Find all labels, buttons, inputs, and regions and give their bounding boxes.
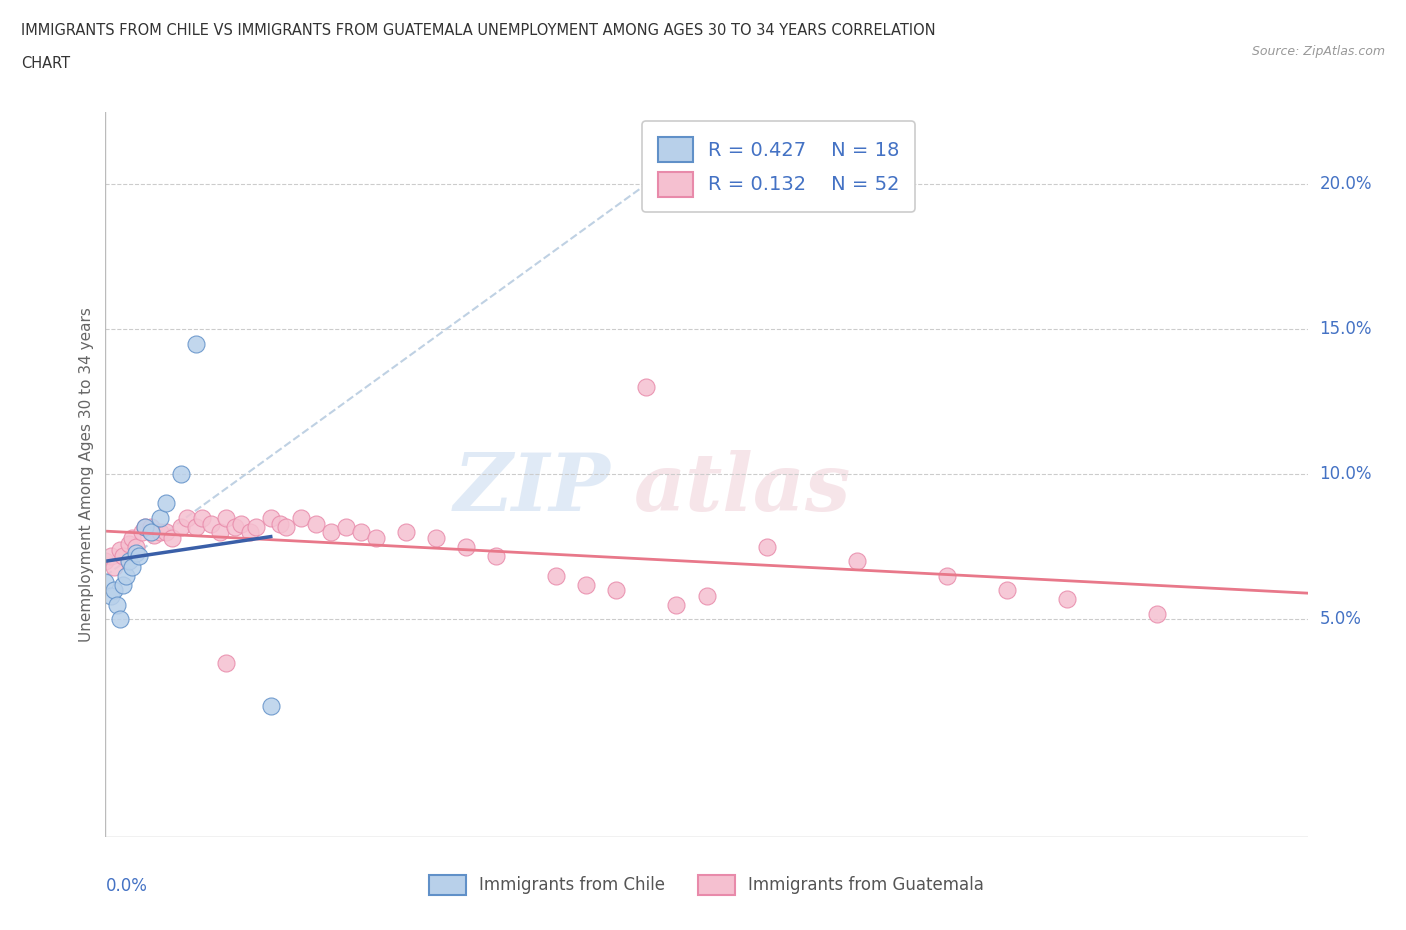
Point xyxy=(636,379,658,394)
Point xyxy=(665,597,688,612)
Point xyxy=(121,560,143,575)
Point xyxy=(546,568,568,583)
Point xyxy=(110,612,132,627)
Point xyxy=(260,699,283,714)
Point xyxy=(696,589,718,604)
Point xyxy=(425,531,447,546)
Point xyxy=(290,511,312,525)
Text: 0.0%: 0.0% xyxy=(105,877,148,895)
Point xyxy=(184,519,207,534)
Point xyxy=(160,531,183,546)
Point xyxy=(100,548,122,563)
Point xyxy=(605,583,627,598)
Point xyxy=(245,519,267,534)
Point xyxy=(155,525,177,539)
Point xyxy=(112,578,135,592)
Point xyxy=(936,568,959,583)
Point xyxy=(305,516,328,531)
Point xyxy=(1146,606,1168,621)
Point xyxy=(134,519,156,534)
Point xyxy=(319,525,342,539)
Point xyxy=(260,511,283,525)
Point xyxy=(350,525,373,539)
Text: 15.0%: 15.0% xyxy=(1320,320,1372,339)
Point xyxy=(94,574,117,589)
Point xyxy=(184,337,207,352)
Point xyxy=(845,554,868,569)
Point xyxy=(107,597,129,612)
Point xyxy=(169,467,191,482)
Point xyxy=(103,560,125,575)
Point xyxy=(200,516,222,531)
Point xyxy=(176,511,198,525)
Point xyxy=(239,525,262,539)
Point xyxy=(131,525,153,539)
Point xyxy=(485,548,508,563)
Point xyxy=(121,531,143,546)
Text: Source: ZipAtlas.com: Source: ZipAtlas.com xyxy=(1251,45,1385,58)
Point xyxy=(103,583,125,598)
Point xyxy=(214,656,236,671)
Point xyxy=(142,528,165,543)
Point xyxy=(148,525,170,539)
Point xyxy=(134,519,156,534)
Point xyxy=(269,516,291,531)
Point xyxy=(112,548,135,563)
Legend: Immigrants from Chile, Immigrants from Guatemala: Immigrants from Chile, Immigrants from G… xyxy=(422,869,991,901)
Point xyxy=(190,511,212,525)
Point xyxy=(148,511,170,525)
Point xyxy=(208,525,231,539)
Point xyxy=(155,496,177,511)
Point xyxy=(124,539,146,554)
Point xyxy=(364,531,387,546)
Point xyxy=(118,554,141,569)
Point xyxy=(94,554,117,569)
Point xyxy=(224,519,246,534)
Point xyxy=(124,545,146,560)
Point xyxy=(139,525,162,539)
Point xyxy=(755,539,778,554)
Point xyxy=(110,542,132,557)
Point xyxy=(1056,591,1078,606)
Point xyxy=(128,548,150,563)
Text: ZIP: ZIP xyxy=(454,450,610,527)
Point xyxy=(214,511,236,525)
Text: IMMIGRANTS FROM CHILE VS IMMIGRANTS FROM GUATEMALA UNEMPLOYMENT AMONG AGES 30 TO: IMMIGRANTS FROM CHILE VS IMMIGRANTS FROM… xyxy=(21,23,936,38)
Text: CHART: CHART xyxy=(21,56,70,71)
Point xyxy=(274,519,297,534)
Point xyxy=(100,589,122,604)
Point xyxy=(395,525,418,539)
Text: 5.0%: 5.0% xyxy=(1320,610,1361,629)
Point xyxy=(139,519,162,534)
Text: 20.0%: 20.0% xyxy=(1320,175,1372,193)
Y-axis label: Unemployment Among Ages 30 to 34 years: Unemployment Among Ages 30 to 34 years xyxy=(79,307,94,642)
Point xyxy=(454,539,477,554)
Point xyxy=(575,578,598,592)
Point xyxy=(118,537,141,551)
Point xyxy=(229,516,252,531)
Text: atlas: atlas xyxy=(634,450,852,527)
Point xyxy=(995,583,1018,598)
Text: 10.0%: 10.0% xyxy=(1320,465,1372,484)
Point xyxy=(169,519,191,534)
Point xyxy=(335,519,357,534)
Point xyxy=(115,568,138,583)
